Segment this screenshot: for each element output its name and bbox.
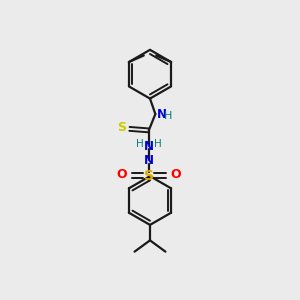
Text: S: S	[144, 169, 154, 183]
Text: N: N	[157, 107, 167, 121]
Text: N: N	[144, 154, 154, 166]
Text: H: H	[136, 140, 144, 149]
Text: N: N	[144, 140, 154, 153]
Text: O: O	[170, 169, 181, 182]
Text: O: O	[117, 169, 128, 182]
Text: H: H	[164, 111, 172, 122]
Text: H: H	[154, 140, 162, 149]
Text: S: S	[117, 121, 126, 134]
